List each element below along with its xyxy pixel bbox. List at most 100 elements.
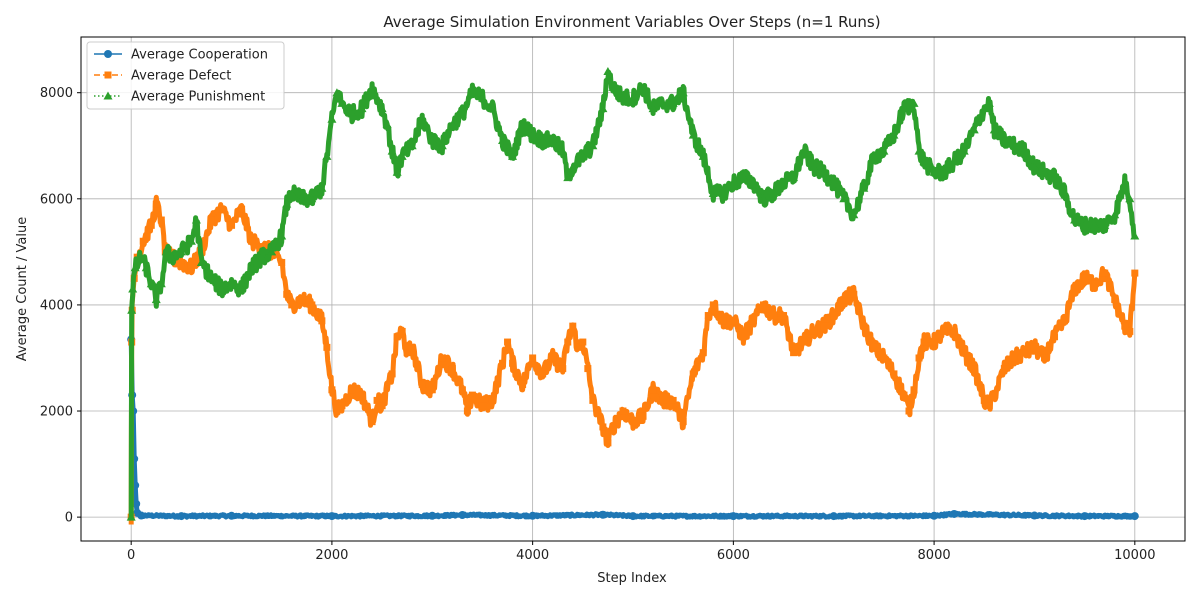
data-point xyxy=(1009,141,1019,150)
data-point xyxy=(127,305,137,314)
data-point xyxy=(147,221,155,229)
data-point xyxy=(267,247,277,256)
data-point xyxy=(839,194,849,203)
data-point xyxy=(519,380,527,388)
plot-frame xyxy=(80,36,1186,542)
data-point xyxy=(628,93,638,102)
data-point xyxy=(278,258,286,266)
data-point xyxy=(277,231,287,240)
data-point xyxy=(146,279,156,288)
legend: Average Cooperation Average Defect Average… xyxy=(86,41,285,110)
series-layer xyxy=(126,66,1140,525)
data-point xyxy=(584,365,592,373)
data-point xyxy=(448,365,456,373)
data-point xyxy=(905,407,913,415)
data-point xyxy=(860,322,868,330)
data-point xyxy=(282,199,292,208)
data-point xyxy=(166,252,176,261)
x-tick-label: 6000 xyxy=(717,548,750,563)
data-point xyxy=(207,216,215,224)
data-point xyxy=(508,151,518,160)
data-point xyxy=(638,82,648,91)
data-point xyxy=(758,194,768,203)
data-point xyxy=(909,98,919,107)
data-point xyxy=(588,141,598,150)
legend-marker xyxy=(104,71,112,79)
data-point xyxy=(950,327,958,335)
data-point xyxy=(738,173,748,182)
data-point xyxy=(604,439,612,447)
data-point xyxy=(358,391,366,399)
data-point xyxy=(830,312,838,320)
data-point xyxy=(840,296,848,304)
data-point xyxy=(217,284,227,293)
data-point xyxy=(603,66,613,75)
data-point xyxy=(969,125,979,134)
data-point xyxy=(770,312,778,320)
data-point xyxy=(161,247,171,256)
data-point xyxy=(870,343,878,351)
ticks: 0 2000 4000 6000 8000 10000 0 2000 4000 6000 8000 xyxy=(40,86,1156,563)
data-point xyxy=(157,216,165,224)
data-point xyxy=(930,338,938,346)
data-point xyxy=(890,370,898,378)
data-point xyxy=(408,343,416,351)
data-point xyxy=(920,338,928,346)
data-point xyxy=(959,146,969,155)
data-point xyxy=(1090,220,1100,229)
data-point xyxy=(579,338,587,346)
data-point xyxy=(658,98,668,107)
data-point xyxy=(899,104,909,113)
data-point xyxy=(457,109,467,118)
data-point xyxy=(283,290,291,298)
series-average-punishment xyxy=(126,66,1140,521)
data-point xyxy=(467,88,477,97)
data-point xyxy=(1030,511,1039,520)
data-point xyxy=(327,512,336,521)
data-point xyxy=(1080,220,1090,229)
data-point xyxy=(659,396,667,404)
data-point xyxy=(1110,210,1120,219)
data-point xyxy=(136,252,146,261)
data-point xyxy=(397,151,407,160)
data-point xyxy=(1060,189,1070,198)
data-point xyxy=(337,98,347,107)
data-point xyxy=(126,512,136,521)
data-point xyxy=(1080,512,1089,521)
series-average-defect xyxy=(127,194,1139,525)
data-point xyxy=(990,391,998,399)
data-point xyxy=(1130,231,1140,240)
data-point xyxy=(609,423,617,431)
data-point xyxy=(518,120,528,129)
data-point xyxy=(829,178,839,187)
data-point xyxy=(639,412,647,420)
data-point xyxy=(939,167,949,176)
data-point xyxy=(322,151,332,160)
data-point xyxy=(318,317,326,325)
data-point xyxy=(1039,167,1049,176)
data-point xyxy=(1081,274,1089,282)
data-point xyxy=(487,104,497,113)
data-point xyxy=(206,273,216,282)
legend-marker xyxy=(104,50,112,58)
data-point xyxy=(950,509,959,518)
legend-box xyxy=(86,41,285,110)
x-tick-label: 0 xyxy=(127,548,135,563)
data-point xyxy=(1019,146,1029,155)
data-point xyxy=(889,130,899,139)
data-point xyxy=(418,380,426,388)
data-point xyxy=(949,157,959,166)
data-point xyxy=(504,338,512,346)
data-point xyxy=(177,258,185,266)
data-point xyxy=(900,391,908,399)
data-point xyxy=(1111,296,1119,304)
data-point xyxy=(578,151,588,160)
data-point xyxy=(989,125,999,134)
data-point xyxy=(438,354,446,362)
data-point xyxy=(528,511,537,520)
data-point xyxy=(186,236,196,245)
data-point xyxy=(458,386,466,394)
data-point xyxy=(970,365,978,373)
data-point xyxy=(879,146,889,155)
data-point xyxy=(1010,354,1018,362)
